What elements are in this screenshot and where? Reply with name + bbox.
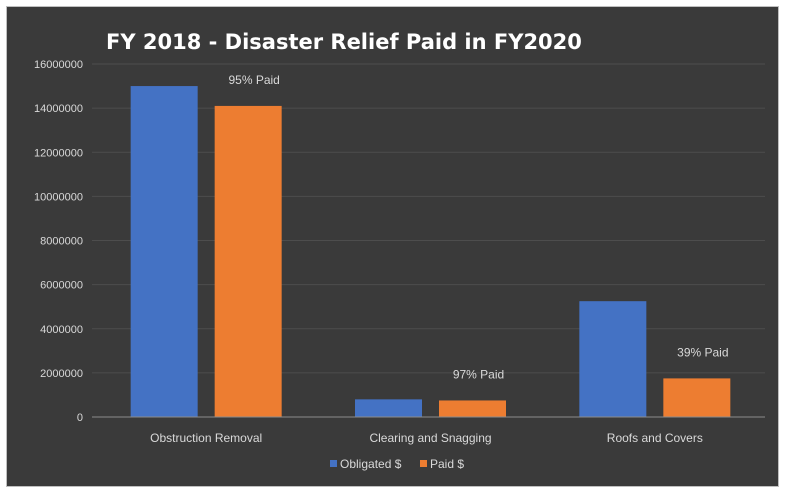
y-axis-ticks: 0 2000000 4000000 6000000 8000000 10000000 120… bbox=[34, 59, 83, 424]
bars bbox=[130, 86, 731, 417]
y-tick-label: 0 bbox=[77, 412, 83, 424]
category-label: Clearing and Snagging bbox=[369, 431, 491, 445]
y-tick-label: 12000000 bbox=[34, 147, 83, 159]
bar-paid bbox=[214, 105, 282, 417]
y-tick-label: 14000000 bbox=[34, 103, 83, 115]
bar-obligated bbox=[355, 399, 422, 417]
legend: Obligated $ Paid $ bbox=[330, 457, 464, 471]
category-label: Obstruction Removal bbox=[150, 431, 262, 445]
legend-swatch-paid bbox=[420, 460, 427, 467]
legend-swatch-obligated bbox=[330, 460, 337, 467]
category-label: Roofs and Covers bbox=[607, 431, 703, 445]
data-labels: 95% Paid 97% Paid 39% Paid bbox=[228, 73, 728, 382]
bar-obligated bbox=[130, 86, 198, 417]
y-tick-label: 16000000 bbox=[34, 59, 83, 71]
legend-label-paid: Paid $ bbox=[430, 457, 464, 471]
data-label-paid-percent: 95% Paid bbox=[228, 73, 279, 87]
bar-paid bbox=[439, 400, 506, 417]
chart-title: FY 2018 - Disaster Relief Paid in FY2020 bbox=[106, 30, 582, 54]
bar-obligated bbox=[579, 301, 647, 417]
category-labels: Obstruction Removal Clearing and Snagging… bbox=[150, 431, 703, 445]
y-tick-label: 6000000 bbox=[40, 280, 83, 292]
data-label-paid-percent: 97% Paid bbox=[453, 367, 504, 381]
y-tick-label: 4000000 bbox=[40, 324, 83, 336]
gridlines bbox=[92, 63, 765, 374]
y-tick-label: 8000000 bbox=[40, 236, 83, 248]
y-tick-label: 10000000 bbox=[34, 191, 83, 203]
data-label-paid-percent: 39% Paid bbox=[677, 345, 728, 359]
y-tick-label: 2000000 bbox=[40, 368, 83, 380]
bar-paid bbox=[663, 378, 731, 417]
legend-label-obligated: Obligated $ bbox=[340, 457, 402, 471]
